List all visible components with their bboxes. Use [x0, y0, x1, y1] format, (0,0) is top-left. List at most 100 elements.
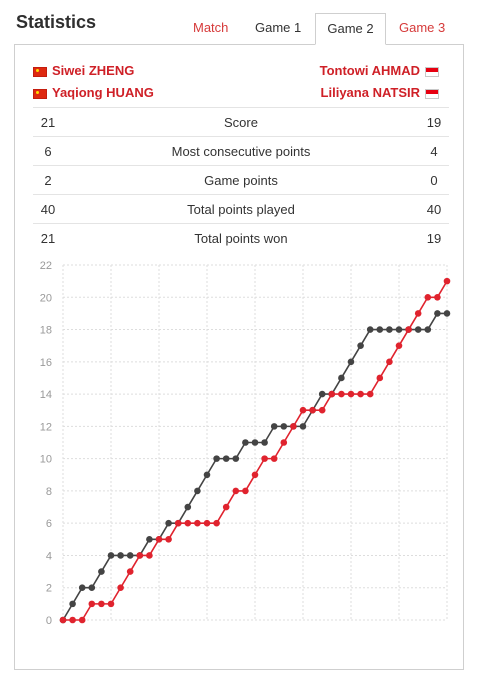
tab-game-2[interactable]: Game 2 [315, 13, 386, 45]
tab-game-3[interactable]: Game 3 [399, 20, 446, 35]
series-0-point [357, 342, 364, 349]
stat-label: Total points won [194, 231, 288, 246]
stat-row-points-played: 40 Total points played 40 [33, 194, 449, 223]
series-1-point [357, 390, 364, 398]
player-left-1[interactable]: Siwei ZHENG [33, 63, 134, 78]
stat-row-score: 21 Score 19 [33, 107, 449, 136]
player-name: Tontowi AHMAD [319, 63, 420, 78]
series-1-point [290, 423, 297, 430]
china-flag-icon [33, 88, 47, 99]
series-0-point [232, 455, 240, 462]
series-1-point [366, 390, 374, 398]
series-1-point [59, 616, 67, 624]
stats-table: 21 Score 19 6 Most consecutive points 4 … [33, 107, 449, 252]
y-tick-label: 8 [46, 486, 52, 498]
series-0-point [78, 584, 86, 592]
series-1-point [78, 616, 86, 624]
player-right-2[interactable]: Liliyana NATSIR [321, 85, 439, 100]
series-0-point [242, 439, 249, 446]
series-1-point [414, 310, 422, 317]
indonesia-flag-icon [425, 66, 439, 77]
stat-label: Game points [204, 173, 278, 188]
series-0-point [414, 326, 422, 333]
series-1-point [299, 406, 307, 414]
series-1-point [443, 277, 451, 285]
series-1-point [405, 326, 412, 333]
china-flag-icon [33, 66, 47, 77]
series-1-point [203, 519, 211, 527]
series-0-point [299, 423, 307, 430]
series-0-point [194, 487, 201, 495]
series-0-point [222, 455, 230, 462]
series-1-point [117, 584, 124, 592]
indonesia-flag-icon [425, 88, 439, 99]
series-0-point [146, 536, 153, 543]
series-1-point [98, 600, 105, 608]
page-title: Statistics [16, 12, 97, 32]
series-1-point [270, 455, 278, 462]
stat-right-value: 19 [426, 231, 442, 246]
series-0-point [424, 326, 432, 333]
series-1-point [309, 406, 316, 414]
tab-game-1[interactable]: Game 1 [255, 20, 302, 35]
player-left-2[interactable]: Yaqiong HUANG [33, 85, 154, 100]
series-0-point [395, 326, 403, 333]
player-name: Yaqiong HUANG [52, 85, 154, 100]
stat-right-value: 19 [426, 115, 442, 130]
series-1-point [261, 455, 268, 462]
stat-left-value: 21 [40, 231, 56, 246]
y-tick-label: 18 [40, 325, 52, 337]
series-0-point [107, 552, 115, 559]
series-0-point [117, 552, 124, 559]
player-name: Siwei ZHENG [52, 63, 135, 78]
series-1-point [222, 503, 230, 511]
y-tick-label: 0 [46, 615, 52, 627]
series-1-point [146, 552, 153, 559]
series-1-point [328, 390, 336, 398]
series-0-point [347, 358, 355, 366]
series-1-point [165, 536, 172, 543]
y-tick-label: 4 [46, 550, 52, 562]
series-1-point [184, 519, 192, 527]
series-1-point [280, 439, 288, 446]
series-1-point [107, 600, 115, 608]
series-0-point [366, 326, 374, 333]
series-0-point [443, 310, 451, 317]
stat-label: Score [224, 115, 258, 130]
y-tick-label: 22 [40, 260, 52, 272]
series-0-point [251, 439, 259, 446]
tab-match[interactable]: Match [193, 20, 229, 35]
series-0-point [213, 455, 220, 462]
series-0-point [261, 439, 268, 446]
series-1-point [69, 616, 76, 624]
statistics-header: Statistics Match Game 1 Game 2 Game 3 [0, 0, 479, 45]
statistics-panel: Siwei ZHENG Yaqiong HUANG Tontowi AHMAD … [14, 44, 464, 670]
y-tick-label: 10 [40, 454, 52, 466]
series-0-point [126, 552, 134, 559]
stat-row-game-points: 2 Game points 0 [33, 165, 449, 194]
series-0-point [338, 374, 345, 382]
series-0-point [165, 519, 172, 527]
series-0-point [69, 600, 76, 608]
series-1-point [434, 293, 441, 301]
series-0-point [280, 423, 288, 430]
series-0-point [184, 503, 192, 511]
series-1-point [213, 519, 220, 527]
y-tick-label: 16 [40, 357, 52, 369]
series-1-point [232, 487, 240, 495]
series-1-point [318, 406, 326, 414]
players-header: Siwei ZHENG Yaqiong HUANG Tontowi AHMAD … [15, 45, 465, 107]
series-0-point [376, 326, 384, 333]
stat-right-value: 4 [430, 144, 438, 159]
stat-left-value: 2 [44, 173, 52, 188]
stat-label: Total points played [187, 202, 295, 217]
stat-right-value: 40 [426, 202, 442, 217]
series-1-point [242, 487, 249, 495]
stat-left-value: 21 [40, 115, 56, 130]
stat-left-value: 40 [40, 202, 56, 217]
series-1-point [395, 342, 403, 349]
stat-left-value: 6 [44, 144, 52, 159]
player-right-1[interactable]: Tontowi AHMAD [320, 63, 439, 78]
series-0-point [386, 326, 393, 333]
series-0-point [318, 390, 326, 398]
